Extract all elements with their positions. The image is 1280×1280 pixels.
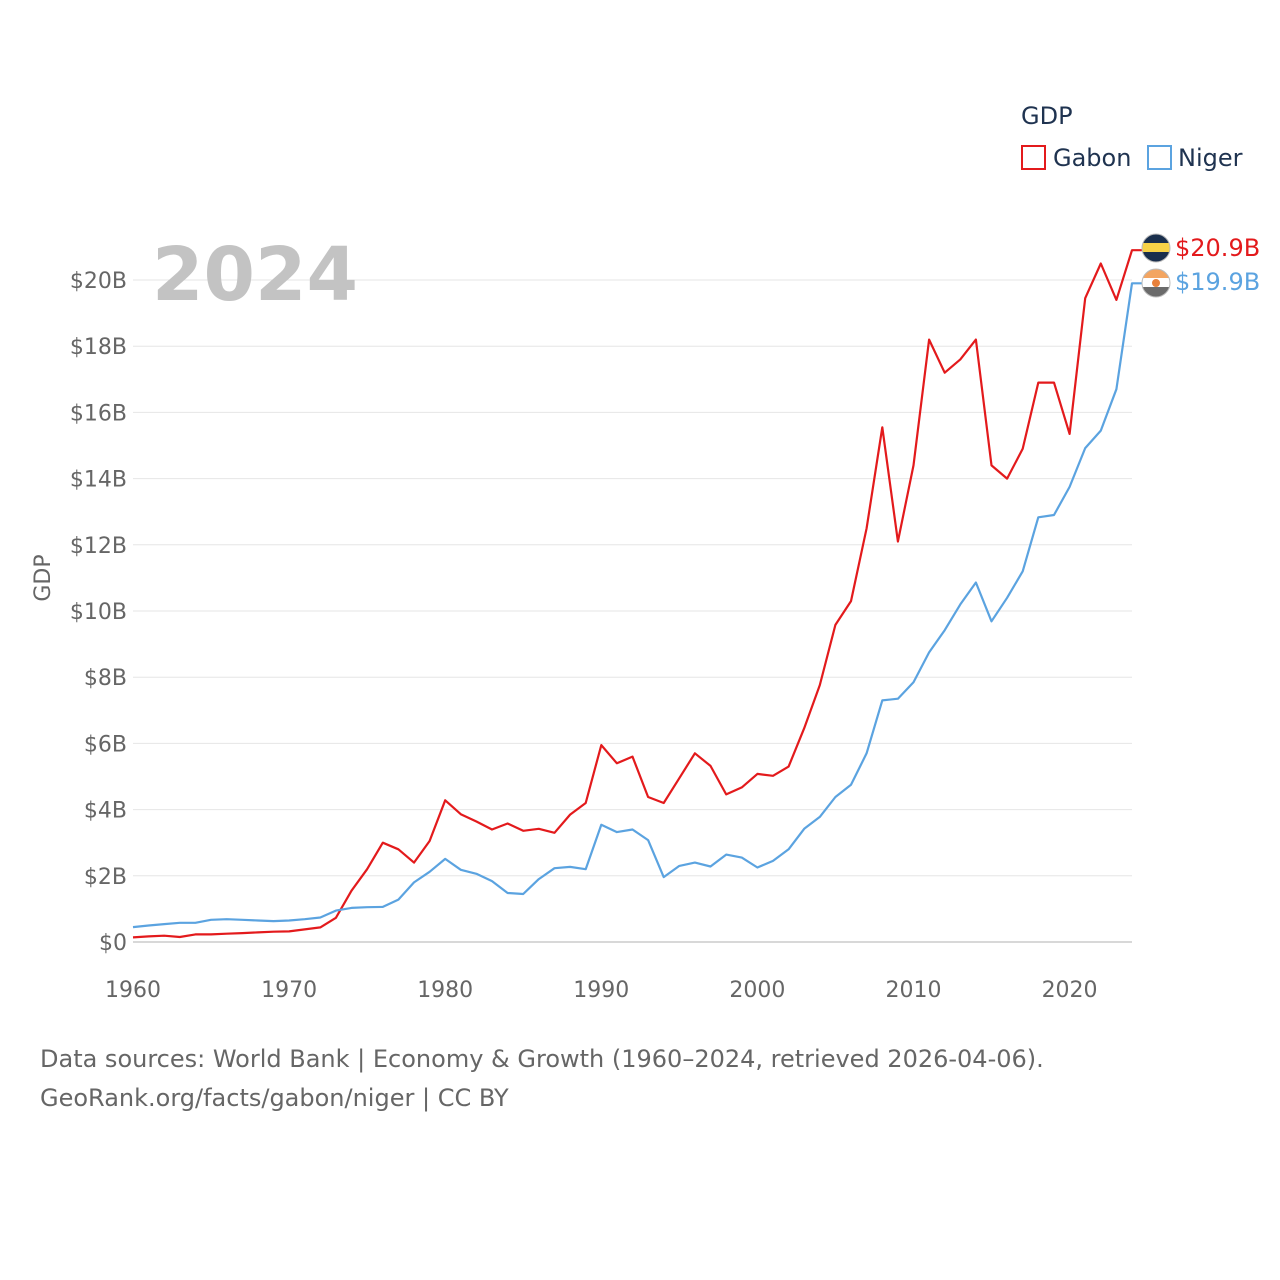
legend-swatch-gabon — [1021, 145, 1046, 170]
y-tick-label: $0 — [99, 931, 127, 956]
end-label-gabon: $20.9B — [1175, 234, 1260, 262]
x-tick-label: 1960 — [105, 978, 161, 1003]
y-tick-label: $8B — [84, 666, 127, 691]
y-axis-title: GDP — [31, 554, 56, 601]
x-tick-label: 2000 — [729, 978, 785, 1003]
legend-label-niger: Niger — [1178, 144, 1243, 172]
legend: GDP Gabon Niger — [1021, 102, 1243, 172]
y-tick-label: $4B — [84, 799, 127, 824]
grid-lines — [133, 279, 1132, 877]
y-tick-label: $12B — [70, 534, 127, 559]
x-axis-ticks: 1960 1970 1980 1990 2000 2010 2020 — [105, 978, 1098, 1003]
x-tick-label: 1970 — [261, 978, 317, 1003]
y-tick-label: $10B — [70, 600, 127, 625]
x-tick-label: 2010 — [885, 978, 941, 1003]
legend-title: GDP — [1021, 102, 1073, 130]
x-tick-label: 2020 — [1042, 978, 1098, 1003]
y-axis-ticks: $0 $2B $4B $6B $8B $10B $12B $14B $16B $18B $20B — [70, 269, 127, 956]
series-line-gabon[interactable] — [132, 249, 1142, 939]
series-line-niger[interactable] — [132, 282, 1142, 929]
source-line-1: Data sources: World Bank | Economy & Gro… — [40, 1045, 1044, 1073]
y-tick-label: $14B — [70, 468, 127, 493]
niger-flag-icon — [1142, 269, 1170, 297]
y-tick-label: $18B — [70, 335, 127, 360]
year-label: 2024 — [152, 232, 358, 318]
y-tick-label: $20B — [70, 269, 127, 294]
y-tick-label: $16B — [70, 401, 127, 426]
legend-swatch-niger — [1147, 145, 1172, 170]
series-lines — [132, 249, 1142, 939]
source-line-2[interactable]: GeoRank.org/facts/gabon/niger | CC BY — [40, 1084, 509, 1112]
gabon-flag-icon — [1142, 234, 1170, 262]
legend-label-gabon: Gabon — [1053, 144, 1131, 172]
end-label-niger: $19.9B — [1175, 268, 1260, 296]
x-tick-label: 1990 — [573, 978, 629, 1003]
y-tick-label: $6B — [84, 732, 127, 757]
legend-item-gabon[interactable]: Gabon — [1021, 144, 1131, 172]
x-tick-label: 1980 — [417, 978, 473, 1003]
y-tick-label: $2B — [84, 865, 127, 890]
legend-item-niger[interactable]: Niger — [1147, 144, 1243, 172]
